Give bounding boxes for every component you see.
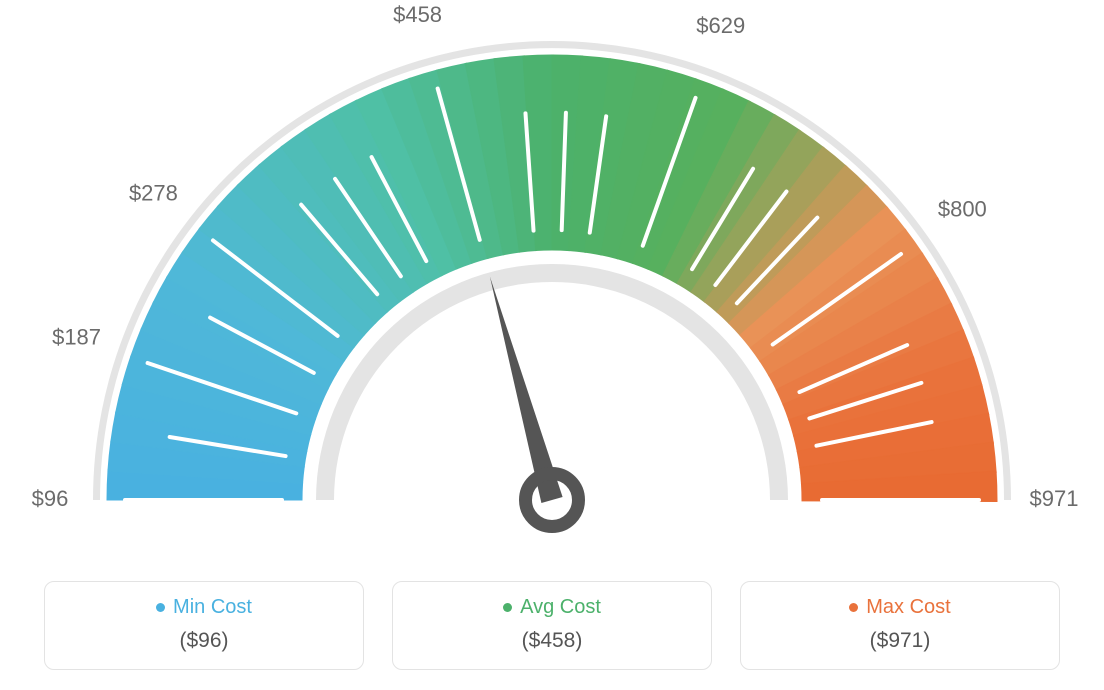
- legend-dot-icon: [849, 603, 858, 612]
- legend-dot-icon: [503, 603, 512, 612]
- gauge-svg: $96 $187 $278 $458 $629 $800 $971: [0, 0, 1104, 560]
- gauge-tick-label: $278: [129, 181, 178, 206]
- gauge-tick-label: $187: [52, 325, 101, 350]
- gauge-tick-label: $971: [1030, 486, 1079, 511]
- legend-title-max: Max Cost: [849, 596, 950, 619]
- cost-gauge-chart: { "gauge": { "type": "gauge", "min_value…: [0, 0, 1104, 690]
- legend-label: Max Cost: [866, 596, 950, 619]
- legend-dot-icon: [156, 603, 165, 612]
- legend-value-min: ($96): [55, 629, 353, 653]
- legend-title-avg: Avg Cost: [503, 596, 601, 619]
- legend-card-max: Max Cost ($971): [740, 581, 1060, 670]
- gauge-area: $96 $187 $278 $458 $629 $800 $971: [0, 0, 1104, 560]
- gauge-tick-label: $800: [938, 197, 987, 222]
- legend-row: Min Cost ($96) Avg Cost ($458) Max Cost ($971…: [0, 581, 1104, 670]
- legend-title-min: Min Cost: [156, 596, 252, 619]
- legend-card-min: Min Cost ($96): [44, 581, 364, 670]
- legend-label: Min Cost: [173, 596, 252, 619]
- gauge-tick-label: $458: [393, 2, 442, 27]
- gauge-tick-label: $96: [32, 486, 69, 511]
- legend-label: Avg Cost: [520, 596, 601, 619]
- legend-value-avg: ($458): [403, 629, 701, 653]
- gauge-tick-label: $629: [696, 13, 745, 38]
- legend-value-max: ($971): [751, 629, 1049, 653]
- legend-card-avg: Avg Cost ($458): [392, 581, 712, 670]
